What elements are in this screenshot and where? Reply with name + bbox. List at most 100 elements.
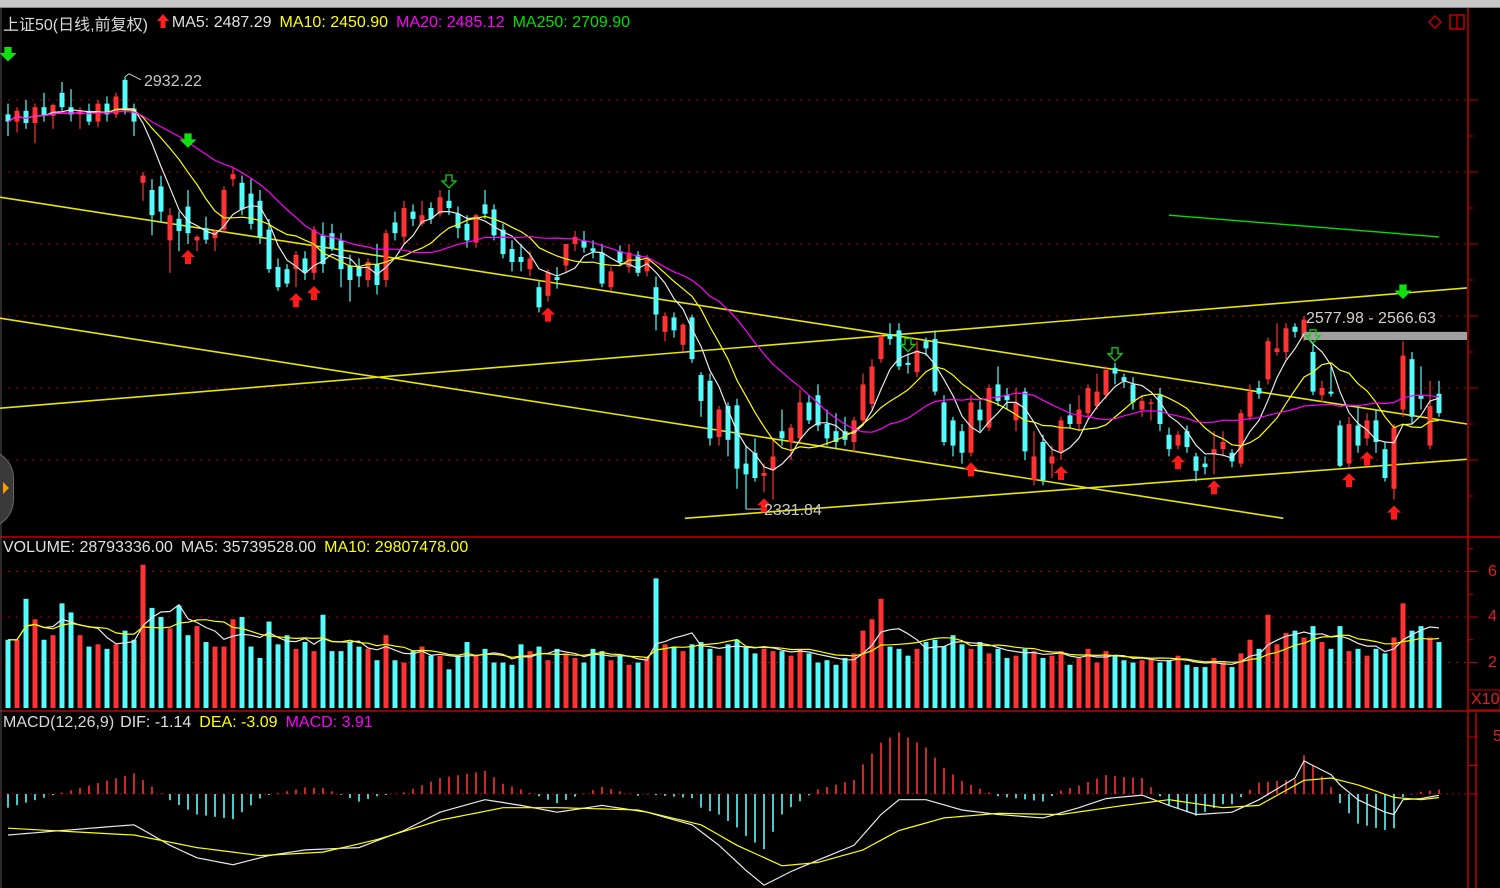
volume-bar xyxy=(1301,637,1307,708)
volume-bar xyxy=(167,628,173,708)
candle-up xyxy=(1346,424,1352,464)
candle-down xyxy=(518,256,524,262)
volume-bar xyxy=(734,639,740,708)
candle-down xyxy=(653,287,659,315)
candle-down xyxy=(707,380,713,439)
volume-bar xyxy=(572,657,578,708)
candle-down xyxy=(1202,463,1208,468)
sell-signal-arrow-icon xyxy=(1394,284,1412,300)
candle-down xyxy=(833,431,839,442)
dea-line xyxy=(7,777,1440,867)
candle-up xyxy=(1391,427,1397,489)
volume-bar xyxy=(1427,637,1433,708)
volume-bar xyxy=(1175,655,1181,708)
candle-up xyxy=(878,336,884,360)
volume-bar xyxy=(1418,626,1424,708)
dif-line xyxy=(7,760,1440,886)
candle-up xyxy=(1283,328,1289,352)
volume-tick-6: 6 xyxy=(1488,563,1497,580)
volume-bar xyxy=(608,660,614,708)
volume-bar xyxy=(644,657,650,708)
candle-down xyxy=(590,248,596,252)
volume-bar xyxy=(257,657,263,708)
volume-bar xyxy=(1292,630,1298,708)
candle-down xyxy=(959,431,965,453)
sell-hint-arrow-icon xyxy=(440,174,458,189)
volume-bar xyxy=(176,605,182,708)
volume-bar xyxy=(473,655,479,708)
candle-up xyxy=(1400,355,1406,410)
volume-bar xyxy=(761,648,767,708)
candle-down xyxy=(239,182,245,210)
volume-bar xyxy=(464,642,470,708)
volume-bar xyxy=(860,630,866,708)
candle-up xyxy=(140,175,146,183)
candle-up xyxy=(869,366,875,404)
volume-bar xyxy=(122,630,128,708)
candle-up xyxy=(644,259,650,272)
candle-down xyxy=(1418,395,1424,399)
split-window-icon[interactable] xyxy=(1449,13,1465,36)
diamond-icon[interactable] xyxy=(1427,14,1443,35)
volume-bar xyxy=(212,646,218,708)
volume-bar xyxy=(1094,662,1100,708)
candle-down xyxy=(1409,359,1415,417)
volume-bar xyxy=(1400,603,1406,708)
candle-up xyxy=(914,350,920,373)
buy-signal-arrow-icon xyxy=(307,286,321,300)
sell-signal-arrow-icon xyxy=(0,46,17,62)
volume-bar xyxy=(1040,657,1046,708)
candle-down xyxy=(1382,449,1388,478)
volume-bar xyxy=(284,635,290,708)
candle-up xyxy=(1211,449,1217,455)
volume-panel-header: VOLUME: 28793336.00 MA5: 35739528.00 MA1… xyxy=(3,539,468,557)
buy-signal-arrow-icon xyxy=(1171,455,1185,470)
candle-down xyxy=(275,267,281,288)
ma10-value: MA10: 2450.90 xyxy=(279,14,389,31)
buy-signal-arrow-icon xyxy=(964,462,978,477)
volume-bar xyxy=(590,648,596,708)
trendline xyxy=(0,287,1467,409)
candle-down xyxy=(887,334,893,340)
candle-down xyxy=(329,233,335,250)
candle-up xyxy=(230,174,236,180)
volume-bar xyxy=(41,639,47,708)
ma20-value: MA20: 2485.12 xyxy=(396,14,505,31)
volume-bar xyxy=(158,617,164,708)
candle-up xyxy=(716,409,722,437)
candle-up xyxy=(1094,391,1100,406)
candle-down xyxy=(158,186,164,212)
volume-ma10-line xyxy=(8,619,1440,663)
red-up-arrow-icon xyxy=(156,13,170,34)
volume-bar xyxy=(842,657,848,708)
volume-bar xyxy=(194,626,200,708)
candle-down xyxy=(599,252,605,284)
candle-up xyxy=(1148,402,1154,404)
candle-down xyxy=(1229,452,1235,462)
volume-bar xyxy=(959,644,965,708)
price-range-band xyxy=(1304,331,1467,341)
volume-bar xyxy=(518,644,524,708)
volume-bar xyxy=(1076,657,1082,708)
volume-bar xyxy=(1274,644,1280,708)
candle-down xyxy=(1328,391,1334,394)
candle-down xyxy=(176,218,182,232)
candle-up xyxy=(1175,434,1181,446)
window-top-strip xyxy=(0,0,1500,8)
volume-bar xyxy=(617,655,623,708)
volume-bar xyxy=(1049,655,1055,708)
candle-up xyxy=(167,215,173,241)
candle-up xyxy=(761,472,767,476)
volume-bar xyxy=(1184,664,1190,708)
macd-tick-label: 5 xyxy=(1493,728,1500,745)
volume-bar xyxy=(32,619,38,708)
volume-bar xyxy=(482,648,488,708)
candle-up xyxy=(1319,388,1325,396)
volume-bar xyxy=(230,619,236,708)
candle-down xyxy=(248,193,254,224)
candle-down xyxy=(5,114,11,122)
macd-panel-header: MACD(12,26,9) DIF: -1.14 DEA: -3.09 MACD… xyxy=(3,714,373,732)
volume-bar xyxy=(1364,655,1370,708)
volume-bar xyxy=(275,644,281,708)
